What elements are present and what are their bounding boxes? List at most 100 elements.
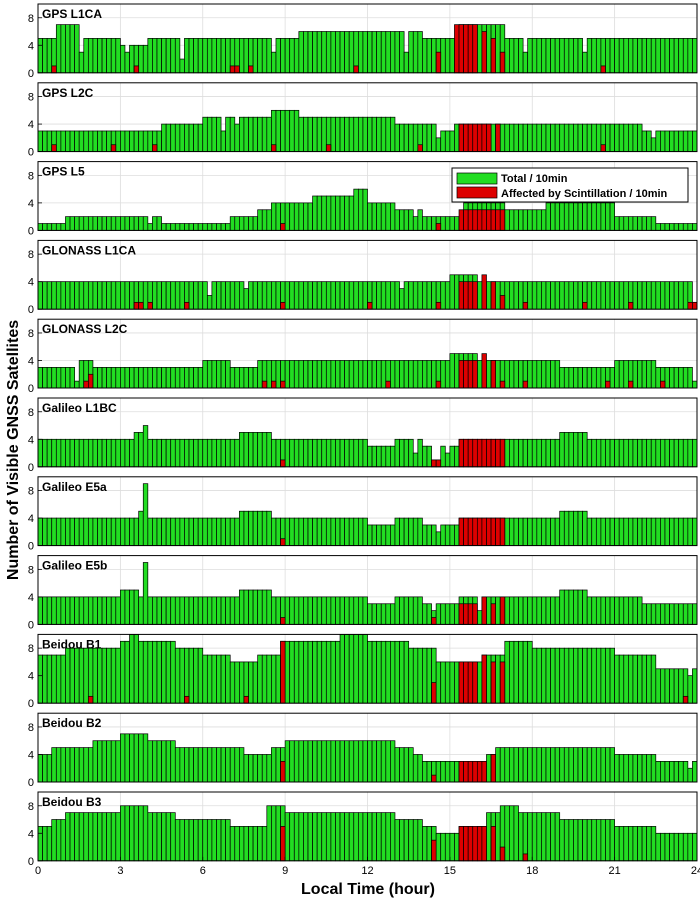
bar-affected xyxy=(467,761,474,783)
bar-total xyxy=(293,740,300,783)
bar-affected xyxy=(490,360,496,389)
bar-total xyxy=(239,432,245,468)
bar-total xyxy=(641,38,648,74)
bar-affected xyxy=(463,826,469,862)
bar-total xyxy=(248,589,254,625)
bar-total xyxy=(577,510,583,546)
bar-total xyxy=(541,281,547,310)
bar-total xyxy=(225,596,231,625)
bar-total xyxy=(161,38,167,74)
y-tick-label: 8 xyxy=(28,722,34,734)
bar-total xyxy=(541,209,547,231)
bar-total xyxy=(220,596,226,625)
bar-total xyxy=(536,747,542,783)
bar-total xyxy=(184,647,190,704)
bar-total xyxy=(229,596,236,625)
bar-total xyxy=(513,517,519,546)
bar-total xyxy=(55,517,62,546)
bar-total xyxy=(133,216,140,231)
bar-total xyxy=(87,596,94,625)
bar-total xyxy=(298,202,304,231)
bar-total xyxy=(509,281,515,310)
bar-total xyxy=(239,281,245,310)
bar-total xyxy=(216,654,222,704)
bar-total xyxy=(115,596,121,625)
bar-total xyxy=(147,517,153,546)
bar-affected xyxy=(138,301,144,310)
bar-total xyxy=(55,223,62,231)
bar-total xyxy=(165,223,172,231)
bar-total xyxy=(399,209,405,231)
bar-affected xyxy=(431,774,437,783)
bar-total xyxy=(60,281,66,310)
bar-total xyxy=(348,634,355,704)
bar-affected xyxy=(600,65,606,74)
bar-total xyxy=(74,596,80,625)
bar-total xyxy=(669,438,675,468)
bar-total xyxy=(252,432,259,468)
bar-total xyxy=(403,747,410,783)
bar-total xyxy=(444,216,451,231)
bar-total xyxy=(403,596,410,625)
bar-total xyxy=(37,654,43,704)
bar-total xyxy=(568,281,574,310)
y-tick-label: 0 xyxy=(28,619,34,631)
bar-total xyxy=(289,109,295,152)
bar-total xyxy=(335,281,341,310)
bar-total xyxy=(518,747,524,783)
bar-total xyxy=(293,640,300,704)
bar-total xyxy=(605,281,611,310)
bar-total xyxy=(362,740,368,783)
bar-total xyxy=(174,367,181,389)
bar-total xyxy=(637,596,643,625)
bar-total xyxy=(426,761,432,783)
bar-total xyxy=(637,360,643,389)
bar-total xyxy=(156,130,162,152)
bar-total xyxy=(394,209,400,231)
bar-total xyxy=(435,603,442,625)
bar-total xyxy=(138,733,144,783)
bar-total xyxy=(655,438,661,468)
bar-total xyxy=(115,740,121,783)
bar-total xyxy=(193,281,199,310)
x-tick-label: 18 xyxy=(526,865,538,877)
bar-total xyxy=(312,195,318,231)
bar-total xyxy=(330,438,336,468)
bar-total xyxy=(563,510,570,546)
bar-total xyxy=(307,640,313,704)
bar-affected xyxy=(476,517,483,546)
bar-total xyxy=(184,517,190,546)
bar-affected xyxy=(481,517,487,546)
bar-total xyxy=(87,517,94,546)
bar-total xyxy=(550,360,556,389)
bar-affected xyxy=(582,301,588,310)
bar-total xyxy=(669,832,675,862)
bar-total xyxy=(316,596,323,625)
y-tick-label: 4 xyxy=(28,592,34,604)
bar-total xyxy=(37,130,43,152)
bar-total xyxy=(509,38,515,74)
bar-total xyxy=(486,754,492,783)
bar-total xyxy=(321,195,327,231)
bar-total xyxy=(422,647,428,704)
bar-total xyxy=(586,596,593,625)
bar-total xyxy=(563,647,570,704)
bar-total xyxy=(399,596,405,625)
bar-total xyxy=(165,38,172,74)
bar-total xyxy=(321,740,327,783)
bar-total xyxy=(650,603,657,625)
bar-total xyxy=(609,819,615,862)
bar-total xyxy=(586,38,593,74)
bar-total xyxy=(650,216,657,231)
bar-total xyxy=(660,438,666,468)
bar-total xyxy=(124,517,130,546)
bar-total xyxy=(266,209,272,231)
bar-total xyxy=(422,281,428,310)
bar-total xyxy=(541,123,547,152)
bar-affected xyxy=(490,603,496,625)
bar-total xyxy=(609,202,615,231)
bar-total xyxy=(193,517,199,546)
bar-total xyxy=(147,130,153,152)
bar-total xyxy=(229,517,236,546)
bar-affected xyxy=(435,223,442,231)
